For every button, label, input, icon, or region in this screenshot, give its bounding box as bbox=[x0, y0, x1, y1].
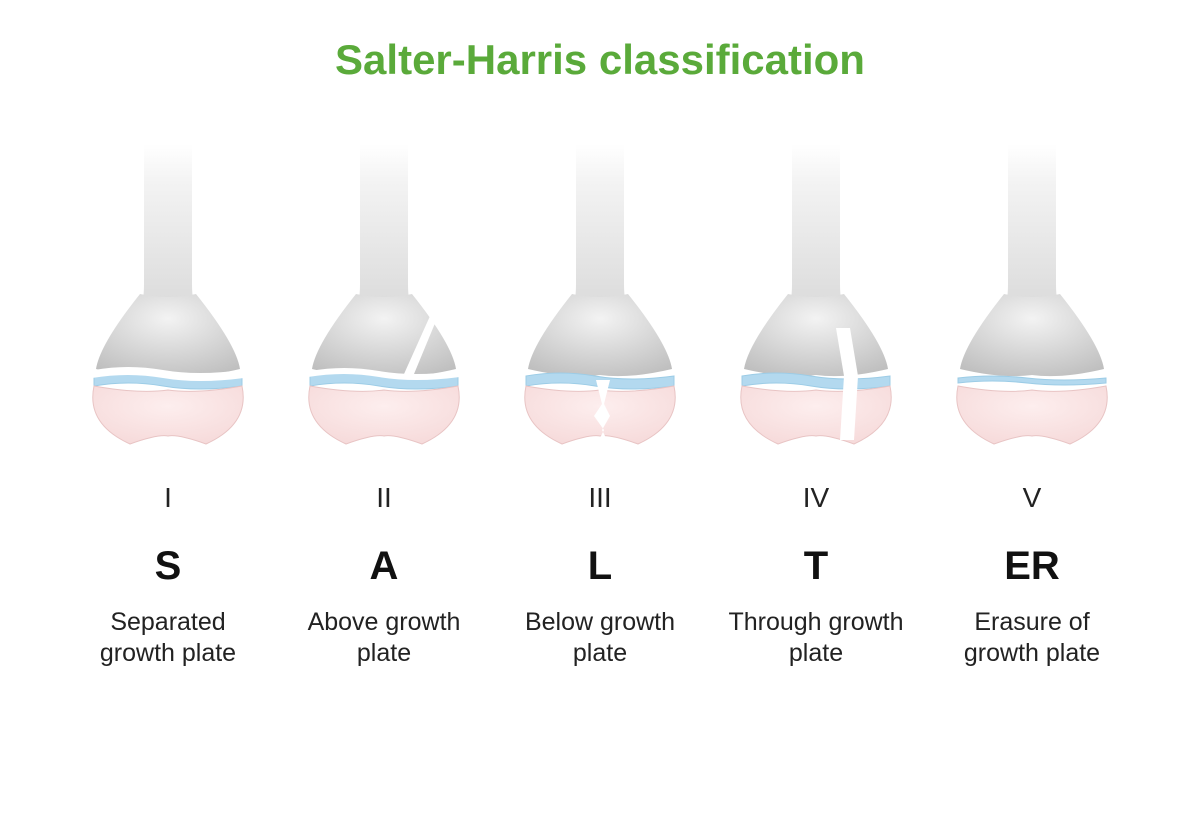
type-column-II: II A Above growth plate bbox=[276, 124, 492, 773]
roman-numeral: III bbox=[588, 482, 611, 514]
description-text: Through growth plate bbox=[721, 607, 911, 670]
roman-numeral: I bbox=[164, 482, 172, 514]
roman-numeral: II bbox=[376, 482, 392, 514]
type-column-I: IS Separated growth plate bbox=[60, 124, 276, 773]
bone-icon bbox=[515, 144, 685, 464]
bone-icon bbox=[731, 144, 901, 464]
bone-illustration bbox=[515, 124, 685, 464]
description-text: Separated growth plate bbox=[73, 607, 263, 670]
bone-icon bbox=[299, 144, 469, 464]
bone-illustration bbox=[947, 124, 1117, 464]
description-text: Below growth plate bbox=[505, 607, 695, 670]
types-row: IS Separated growth plate bbox=[60, 124, 1140, 773]
diagram-title: Salter-Harris classification bbox=[335, 36, 865, 84]
description-text: Erasure of growth plate bbox=[937, 607, 1127, 670]
type-column-V: V ER Erasure of growth plate bbox=[924, 124, 1140, 773]
bone-icon bbox=[947, 144, 1117, 464]
roman-numeral: IV bbox=[803, 482, 829, 514]
roman-numeral: V bbox=[1023, 482, 1042, 514]
type-column-III: III L Below growth plate bbox=[492, 124, 708, 773]
mnemonic-letter: L bbox=[588, 544, 612, 589]
diagram-container: Salter-Harris classification bbox=[0, 0, 1200, 813]
bone-illustration bbox=[83, 124, 253, 464]
mnemonic-letter: S bbox=[155, 544, 182, 589]
mnemonic-letter: A bbox=[370, 544, 399, 589]
bone-illustration bbox=[731, 124, 901, 464]
bone-illustration bbox=[299, 124, 469, 464]
bone-icon bbox=[83, 144, 253, 464]
mnemonic-letter: ER bbox=[1004, 544, 1060, 589]
type-column-IV: IV T Through growth plate bbox=[708, 124, 924, 773]
description-text: Above growth plate bbox=[289, 607, 479, 670]
mnemonic-letter: T bbox=[804, 544, 828, 589]
